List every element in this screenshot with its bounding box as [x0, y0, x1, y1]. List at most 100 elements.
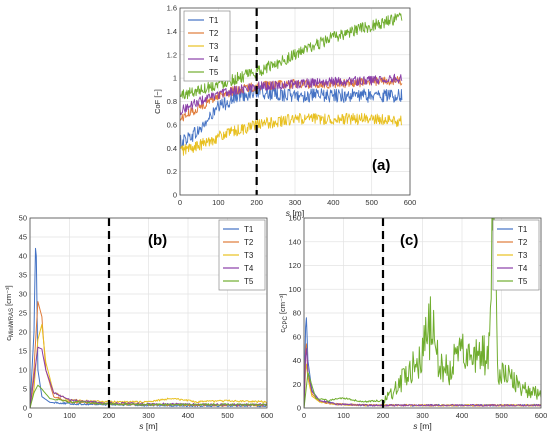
y-tick-label: 100: [288, 285, 301, 294]
legend-label-t4: T4: [518, 264, 528, 273]
x-tick-label: 300: [416, 411, 429, 420]
y-tick-label: 45: [19, 233, 27, 242]
y-tick-label: 0.2: [167, 167, 177, 176]
legend-label-t1: T1: [244, 225, 254, 234]
x-tick-label: 300: [142, 411, 155, 420]
legend-label-t5: T5: [518, 277, 528, 286]
y-tick-label: 1.6: [167, 4, 177, 13]
x-tick-label: 300: [289, 198, 302, 207]
y-tick-label: 1: [173, 74, 177, 83]
x-tick-label: 600: [404, 198, 417, 207]
series-line-t4: [180, 73, 403, 116]
legend-label-t3: T3: [244, 251, 254, 260]
y-tick-label: 1.2: [167, 50, 177, 59]
x-axis-label: s [m]: [286, 208, 304, 218]
legend-label-t5: T5: [209, 68, 219, 77]
y-tick-label: 0: [297, 404, 301, 413]
y-axis-label-main: c: [4, 337, 13, 341]
x-tick-label: 100: [337, 411, 350, 420]
x-axis-label-unit: [m]: [144, 421, 158, 431]
panel-0: 0 100 200 300 400 500 600 0 0.2 0.4 0.6 0.8 1 1.2 1.4 1…: [153, 4, 416, 219]
x-tick-label: 200: [377, 411, 390, 420]
y-tick-label: 20: [293, 380, 301, 389]
legend-label-t3: T3: [518, 251, 528, 260]
x-tick-label: 100: [212, 198, 225, 207]
y-tick-label: 1.4: [167, 27, 177, 36]
legend-label-t3: T3: [209, 42, 219, 51]
series-line-t5: [180, 12, 403, 100]
x-axis-label: s [m]: [413, 421, 431, 431]
x-tick-label: 600: [261, 411, 274, 420]
y-tick-label: 20: [19, 328, 27, 337]
series-line-t1: [180, 85, 403, 149]
legend-label-t2: T2: [209, 29, 219, 38]
y-axis-label-unit: [cm⁻³]: [278, 293, 287, 316]
x-tick-label: 0: [28, 411, 32, 420]
x-tick-label: 600: [535, 411, 548, 420]
x-axis-label-var: s: [139, 421, 144, 431]
x-axis-label-unit: [m]: [418, 421, 432, 431]
y-tick-label: 120: [288, 261, 301, 270]
y-tick-label: 0.4: [167, 144, 177, 153]
y-tick-label: 0.6: [167, 120, 177, 129]
x-tick-label: 0: [302, 411, 306, 420]
legend-label-t2: T2: [244, 238, 254, 247]
series-line-t4: [304, 348, 541, 408]
legend-label-t1: T1: [518, 225, 528, 234]
x-tick-label: 400: [182, 411, 195, 420]
x-tick-label: 500: [221, 411, 234, 420]
axes-frame: [179, 7, 411, 196]
panel-label: (b): [148, 232, 167, 249]
legend-label-t1: T1: [209, 16, 219, 25]
x-axis-label-unit: [m]: [290, 208, 304, 218]
y-axis-label-main: c: [278, 329, 287, 333]
y-axis-label: cCPC [cm⁻³]: [278, 293, 289, 332]
y-tick-label: 140: [288, 237, 301, 246]
y-tick-label: 30: [19, 290, 27, 299]
series-group: [180, 12, 403, 156]
series-line-t5: [304, 218, 541, 408]
x-tick-label: 400: [456, 411, 469, 420]
legend-label-t2: T2: [518, 238, 528, 247]
panel-label: (a): [372, 157, 390, 174]
y-tick-label: 50: [19, 214, 27, 223]
x-tick-label: 500: [495, 411, 508, 420]
x-tick-label: 200: [250, 198, 263, 207]
y-tick-label: 35: [19, 271, 27, 280]
x-tick-label: 500: [365, 198, 378, 207]
y-axis-label-sub: MiniWRAS: [9, 308, 15, 337]
x-tick-label: 200: [103, 411, 116, 420]
series-group: [30, 247, 267, 408]
x-tick-label: 400: [327, 198, 340, 207]
series-line-t4: [30, 346, 267, 408]
y-tick-label: 0.8: [167, 97, 177, 106]
y-axis-label-unit: [cm⁻³]: [4, 285, 13, 308]
legend-label-t4: T4: [209, 55, 219, 64]
y-axis-label: CoF [−]: [153, 89, 162, 114]
legend-label-t4: T4: [244, 264, 254, 273]
y-axis-label-sub: CPC: [283, 315, 289, 328]
y-tick-label: 15: [19, 347, 27, 356]
axes-frame: [29, 217, 268, 409]
x-axis-label: s [m]: [139, 421, 157, 431]
x-axis-label-var: s: [286, 208, 291, 218]
panel-1: 0 100 200 300 400 500 600 0 5 10 15 20 25 30 35 40 45 50 s…: [4, 214, 273, 432]
y-tick-label: 40: [293, 356, 301, 365]
y-tick-label: 0: [23, 404, 27, 413]
legend-label-t5: T5: [244, 277, 254, 286]
x-tick-label: 100: [63, 411, 76, 420]
series-group: [304, 218, 541, 408]
y-tick-label: 40: [19, 252, 27, 261]
x-tick-label: 0: [178, 198, 182, 207]
y-tick-label: 80: [293, 309, 301, 318]
y-axis-label: cMiniWRAS [cm⁻³]: [4, 285, 15, 340]
panel-label: (c): [400, 232, 418, 249]
series-line-t3: [180, 112, 402, 156]
y-tick-label: 60: [293, 332, 301, 341]
y-tick-label: 5: [23, 385, 27, 394]
axes-frame: [303, 217, 542, 409]
x-axis-label-var: s: [413, 421, 418, 431]
y-tick-label: 160: [288, 214, 301, 223]
y-tick-label: 25: [19, 309, 27, 318]
